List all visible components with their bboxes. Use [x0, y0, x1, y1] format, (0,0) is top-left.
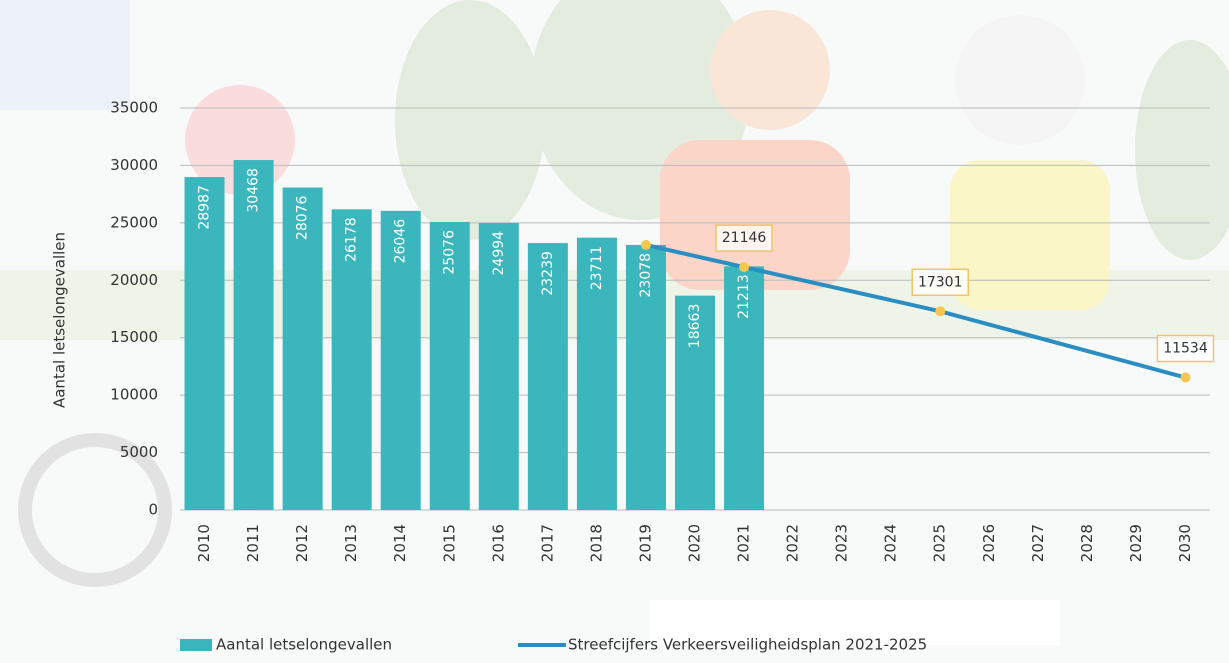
bar-value-label: 28076	[295, 195, 311, 240]
bar-value-label: 26046	[393, 219, 409, 264]
x-tick-label: 2027	[1029, 524, 1047, 562]
x-tick-label: 2011	[244, 524, 262, 562]
x-tick-label: 2014	[391, 524, 409, 562]
bar	[331, 209, 372, 510]
x-tick-label: 2025	[931, 524, 949, 562]
bar-value-label: 21213	[736, 274, 752, 319]
bar	[233, 160, 274, 510]
value-label-box	[715, 224, 773, 252]
line-value-label: 11534	[1163, 341, 1208, 357]
bar-value-label: 25076	[442, 230, 458, 275]
bar	[429, 221, 470, 510]
value-label-box	[911, 268, 969, 297]
y-tick-label: 20000	[110, 271, 158, 289]
line	[645, 242, 1187, 380]
bar-value-label: 24994	[491, 231, 507, 276]
x-tick-label: 2022	[784, 524, 802, 562]
x-tick-label: 2010	[195, 524, 213, 562]
bar	[625, 244, 666, 510]
line-marker	[640, 239, 651, 250]
y-tick-label: 10000	[110, 386, 158, 404]
x-tick-label: 2020	[686, 524, 704, 562]
value-label-box	[1156, 334, 1215, 363]
x-tick-label: 2015	[440, 524, 458, 562]
x-tick-label: 2030	[1176, 524, 1194, 562]
bar	[184, 177, 225, 510]
bar-value-label: 30468	[246, 168, 262, 213]
bar-value-label: 23239	[540, 251, 556, 296]
bar	[576, 237, 617, 510]
x-tick-label: 2021	[735, 524, 753, 562]
bar-value-label: 18663	[687, 304, 703, 349]
bar-value-label: 28987	[197, 185, 213, 230]
x-tick-label: 2019	[636, 524, 654, 562]
bar	[527, 243, 568, 510]
line-marker	[1180, 372, 1191, 383]
legend-label: Aantal letselongevallen	[216, 636, 392, 654]
x-tick-label: 2018	[587, 524, 605, 562]
x-tick-label: 2028	[1078, 524, 1096, 562]
x-tick-label: 2012	[293, 524, 311, 562]
y-axis-label: Aantal letselongevallen	[51, 232, 69, 408]
x-tick-label: 2029	[1127, 524, 1145, 562]
y-tick-label: 0	[148, 501, 158, 519]
x-tick-label: 2013	[342, 524, 360, 562]
bar	[380, 210, 421, 510]
bar	[724, 266, 765, 510]
y-tick-label: 5000	[120, 443, 158, 461]
legend-label: Streefcijfers Verkeersveiligheidsplan 20…	[568, 636, 927, 654]
line-value-label: 17301	[918, 274, 963, 290]
y-tick-label: 15000	[110, 328, 158, 346]
bar	[282, 187, 323, 510]
y-tick-label: 35000	[110, 99, 158, 117]
x-tick-label: 2017	[538, 524, 556, 562]
line-marker	[935, 306, 946, 317]
bar-value-label: 23711	[589, 246, 605, 291]
x-tick-label: 2024	[882, 524, 900, 562]
x-tick-label: 2016	[489, 524, 507, 562]
y-tick-label: 25000	[110, 213, 158, 231]
bar-value-label: 26178	[344, 217, 360, 262]
line-marker	[739, 262, 750, 273]
line-value-label: 21146	[722, 230, 767, 246]
x-tick-label: 2026	[980, 524, 998, 562]
bar-value-label: 23078	[638, 253, 654, 298]
bar	[675, 295, 715, 510]
y-tick-label: 30000	[110, 156, 158, 174]
x-tick-label: 2023	[833, 524, 851, 562]
legend-swatch	[180, 639, 212, 651]
bar	[478, 222, 519, 510]
